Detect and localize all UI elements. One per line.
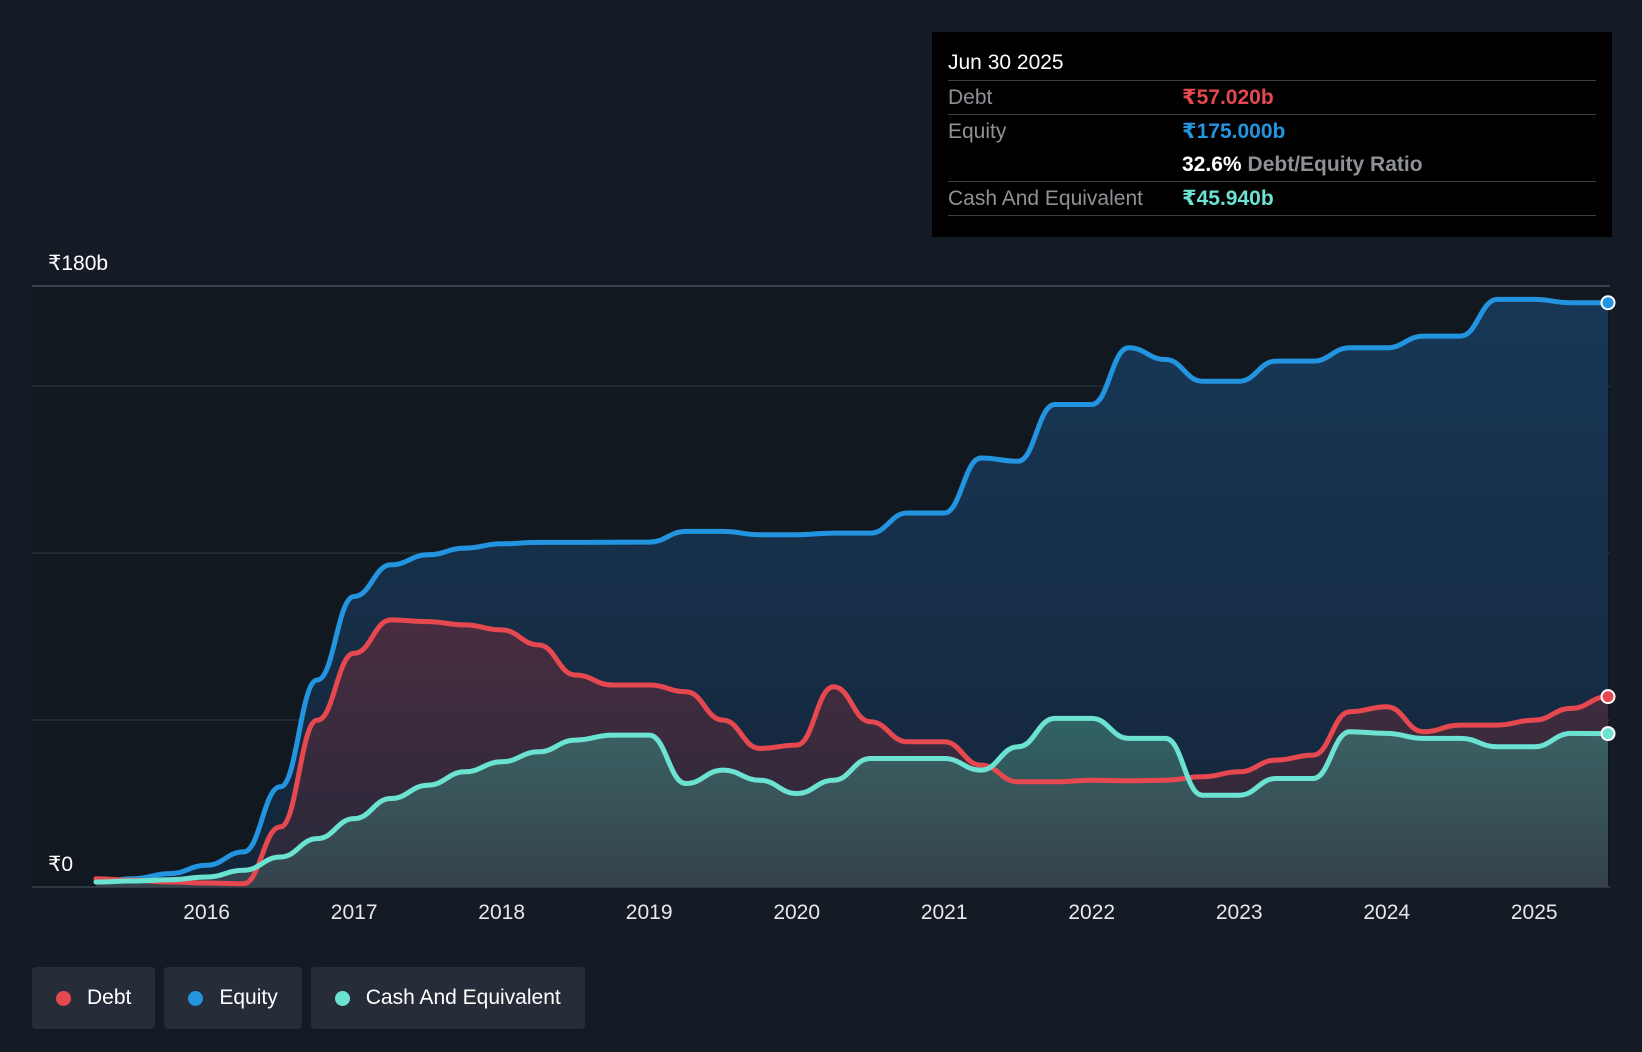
- debt-line: [93, 617, 1611, 887]
- x-tick-label: 2021: [921, 901, 968, 924]
- debt-end-marker: [1600, 689, 1616, 705]
- tooltip-ratio-label: Debt/Equity Ratio: [1247, 153, 1423, 176]
- x-tick-label: 2023: [1216, 901, 1263, 924]
- legend-item-equity[interactable]: Equity: [164, 967, 302, 1029]
- tooltip-cash-value: ₹45.940b: [1182, 187, 1274, 210]
- y-tick-label: ₹0: [48, 853, 73, 876]
- legend-equity-label: Equity: [219, 986, 278, 1009]
- series-areas: [96, 299, 1608, 887]
- x-tick-label: 2016: [183, 901, 230, 924]
- legend: Debt Equity Cash And Equivalent: [32, 967, 585, 1029]
- cash-and-equivalent-end-marker: [1600, 726, 1616, 742]
- tooltip-debt-row: Debt ₹57.020b: [948, 81, 1596, 115]
- tooltip-ratio-value: 32.6%: [1182, 153, 1242, 176]
- tooltip-date: Jun 30 2025: [948, 48, 1596, 81]
- x-tick-label: 2019: [626, 901, 673, 924]
- x-tick-label: 2017: [331, 901, 378, 924]
- tooltip-debt-value: ₹57.020b: [1182, 86, 1274, 109]
- tooltip-cash-label: Cash And Equivalent: [948, 187, 1143, 210]
- x-tick-label: 2025: [1511, 901, 1558, 924]
- equity-line: [93, 296, 1611, 885]
- legend-cash-label: Cash And Equivalent: [365, 986, 561, 1009]
- tooltip-equity-value: ₹175.000b: [1182, 120, 1286, 143]
- debt-dot-icon: [56, 990, 71, 1006]
- cash-and-equivalent-line: [93, 715, 1611, 885]
- cash-dot-icon: [334, 990, 350, 1006]
- tooltip-equity-row: Equity ₹175.000b: [948, 115, 1596, 148]
- legend-debt-label: Debt: [87, 986, 132, 1009]
- end-markers: [1600, 295, 1616, 742]
- equity-dot-icon: [188, 990, 204, 1006]
- x-tick-label: 2024: [1363, 901, 1410, 924]
- tooltip-equity-label: Equity: [948, 120, 1007, 143]
- x-axis-ticks: 2016 2017 2018 2019 2020 2021 2022 2023 2024 2025: [183, 901, 1557, 924]
- y-tick-label: ₹180b: [48, 252, 108, 275]
- y-axis-ticks: ₹180b ₹0: [48, 252, 108, 876]
- legend-item-debt[interactable]: Debt: [32, 967, 156, 1029]
- equity-end-marker: [1600, 295, 1616, 311]
- tooltip-cash-row: Cash And Equivalent ₹45.940b: [948, 182, 1596, 216]
- series-lines: [93, 296, 1611, 887]
- x-tick-label: 2020: [773, 901, 820, 924]
- tooltip-debt-label: Debt: [948, 86, 993, 109]
- x-tick-label: 2018: [478, 901, 525, 924]
- tooltip-ratio-row: 32.6% Debt/Equity Ratio: [948, 148, 1596, 182]
- x-tick-label: 2022: [1068, 901, 1115, 924]
- legend-item-cash[interactable]: Cash And Equivalent: [310, 967, 585, 1029]
- cash-and-equivalent-area: [96, 718, 1608, 887]
- tooltip: Jun 30 2025 Debt ₹57.020b Equity ₹175.00…: [932, 32, 1612, 237]
